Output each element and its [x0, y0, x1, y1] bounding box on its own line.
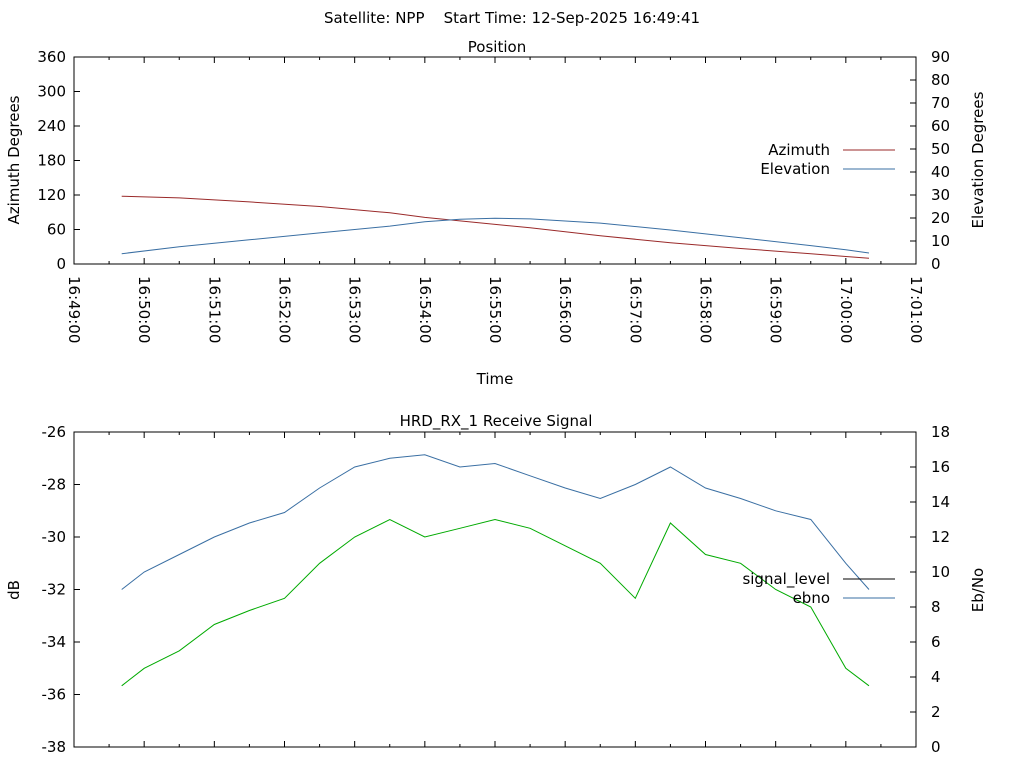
y-tick-label: -30 — [42, 528, 67, 546]
y-tick-label: 360 — [37, 48, 66, 66]
legend-label: Elevation — [760, 160, 830, 178]
y2-tick-label: 0 — [931, 738, 941, 756]
legend-label: ebno — [793, 589, 830, 607]
x-tick-label: 16:53:00 — [346, 276, 364, 343]
main-title: Satellite: NPP Start Time: 12-Sep-2025 1… — [324, 9, 700, 27]
y2-tick-label: 16 — [931, 458, 950, 476]
y2-tick-label: 10 — [931, 232, 950, 250]
signal-y2label: Eb/No — [969, 568, 987, 612]
series-line-unnamed-2 — [121, 518, 870, 687]
y-tick-label: -28 — [42, 476, 67, 494]
y2-tick-label: 12 — [931, 528, 950, 546]
legend-label: Azimuth — [768, 141, 830, 159]
y2-tick-label: 6 — [931, 633, 941, 651]
y-tick-label: 60 — [47, 221, 66, 239]
y-tick-label: -34 — [42, 633, 67, 651]
x-tick-label: 16:54:00 — [416, 276, 434, 343]
series-line-Azimuth — [121, 195, 870, 259]
signal-plot-frame — [73, 431, 917, 748]
y-tick-label: 120 — [37, 186, 66, 204]
x-tick-label: 17:00:00 — [837, 276, 855, 343]
y-tick-label: 240 — [37, 117, 66, 135]
x-tick-label: 16:50:00 — [135, 276, 153, 343]
y2-tick-label: 0 — [931, 255, 941, 273]
series-line-ebno — [121, 454, 870, 590]
y2-tick-label: 40 — [931, 163, 950, 181]
series-line-Elevation — [121, 217, 870, 255]
y2-tick-label: 10 — [931, 563, 950, 581]
y2-tick-label: 30 — [931, 186, 950, 204]
y2-tick-label: 90 — [931, 48, 950, 66]
position-chart: Position 0 60 120 180 240 300 360 0 10 20 30 40 50 60… — [5, 38, 987, 388]
y2-tick-label: 80 — [931, 71, 950, 89]
y2-tick-label: 60 — [931, 117, 950, 135]
x-tick-label: 16:59:00 — [767, 276, 785, 343]
y2-tick-label: 50 — [931, 140, 950, 158]
y2-tick-label: 18 — [931, 423, 950, 441]
position-title: Position — [468, 38, 526, 56]
y2-tick-label: 4 — [931, 668, 941, 686]
y-tick-label: 0 — [56, 255, 66, 273]
signal-title: HRD_RX_1 Receive Signal — [400, 412, 593, 431]
y-tick-label: 300 — [37, 83, 66, 101]
y-tick-label: -36 — [42, 686, 67, 704]
x-tick-label: 16:58:00 — [697, 276, 715, 343]
x-tick-label: 16:49:00 — [65, 276, 83, 343]
x-tick-label: 16:51:00 — [205, 276, 223, 343]
x-tick-label: 16:55:00 — [486, 276, 504, 343]
y-tick-label: -26 — [42, 423, 67, 441]
y-tick-label: 180 — [37, 152, 66, 170]
signal-chart: HRD_RX_1 Receive Signal -38 -36 -34 -32 -30 -… — [5, 412, 987, 756]
y2-tick-label: 20 — [931, 209, 950, 227]
y2-tick-label: 2 — [931, 703, 941, 721]
y2-tick-label: 70 — [931, 94, 950, 112]
x-tick-label: 16:52:00 — [276, 276, 294, 343]
legend-label: signal_level — [742, 570, 830, 589]
position-xlabel: Time — [476, 370, 514, 388]
y2-tick-label: 14 — [931, 493, 950, 511]
position-y2label: Elevation Degrees — [969, 91, 987, 228]
x-tick-label: 16:56:00 — [556, 276, 574, 343]
x-tick-label: 17:01:00 — [907, 276, 925, 343]
y-tick-label: -32 — [42, 581, 67, 599]
position-ylabel: Azimuth Degrees — [5, 95, 23, 224]
x-tick-label: 16:57:00 — [626, 276, 644, 343]
y-tick-label: -38 — [42, 738, 67, 756]
signal-ylabel: dB — [5, 580, 23, 600]
y2-tick-label: 8 — [931, 598, 941, 616]
